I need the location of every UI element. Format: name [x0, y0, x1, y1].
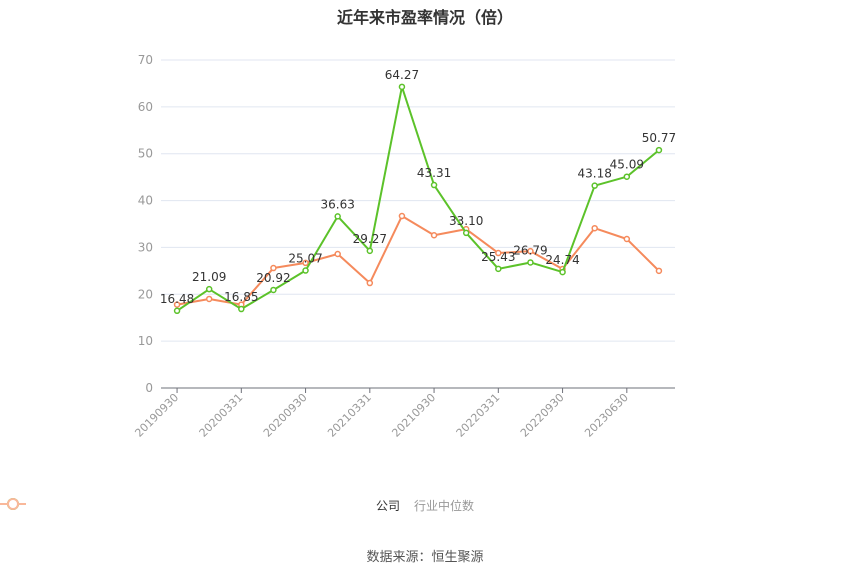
y-tick-label: 40	[138, 194, 153, 208]
data-label: 43.31	[417, 166, 451, 180]
data-point[interactable]	[302, 267, 309, 274]
x-tick-label: 20190930	[132, 391, 181, 440]
data-point[interactable]	[173, 307, 181, 315]
data-label: 20.92	[256, 271, 290, 285]
y-tick-label: 20	[138, 287, 153, 301]
y-tick-label: 30	[138, 240, 153, 254]
data-point[interactable]	[527, 259, 534, 266]
x-tick-label: 20220331	[454, 391, 503, 440]
legend-item-industry[interactable]: 行业中位数	[0, 497, 475, 514]
data-point[interactable]	[205, 285, 213, 293]
data-point[interactable]	[430, 181, 438, 189]
industry-line	[176, 215, 660, 306]
data-point[interactable]	[655, 146, 663, 154]
data-point[interactable]	[623, 173, 631, 180]
data-point[interactable]	[591, 182, 598, 189]
x-tick-label: 20200331	[197, 391, 246, 440]
data-label: 29.27	[353, 232, 387, 246]
data-label: 43.18	[578, 167, 612, 181]
x-tick-label: 20230630	[582, 391, 631, 440]
data-label: 16.48	[160, 292, 194, 306]
legend-item-company[interactable]: 公司	[0, 497, 400, 514]
data-point[interactable]	[527, 247, 534, 255]
data-label: 33.10	[449, 214, 483, 228]
y-tick-label: 70	[138, 53, 153, 67]
data-point[interactable]	[270, 286, 277, 294]
data-label: 50.77	[642, 131, 676, 145]
legend: 公司 行业中位数	[0, 497, 850, 514]
data-point[interactable]	[302, 259, 309, 267]
data-label: 45.09	[610, 158, 644, 172]
data-point[interactable]	[655, 267, 663, 275]
x-tick-label: 20220930	[518, 391, 567, 440]
company-line	[176, 85, 660, 312]
x-tick-label: 20210331	[325, 391, 374, 440]
data-label: 24.74	[545, 253, 579, 267]
data-point[interactable]	[398, 83, 406, 91]
data-label: 36.63	[321, 197, 355, 211]
y-tick-label: 50	[138, 147, 153, 161]
data-point[interactable]	[495, 265, 502, 273]
data-point[interactable]	[238, 305, 245, 313]
data-point[interactable]	[623, 235, 631, 243]
data-source: 数据来源：恒生聚源	[366, 550, 484, 565]
data-point[interactable]	[205, 295, 213, 303]
data-point[interactable]	[334, 213, 341, 220]
y-tick-label: 0	[145, 381, 153, 395]
data-label: 25.07	[288, 252, 322, 266]
data-point[interactable]	[270, 264, 277, 272]
y-tick-label: 60	[138, 100, 153, 114]
data-label: 16.85	[224, 290, 258, 304]
data-point[interactable]	[173, 301, 181, 308]
data-point[interactable]	[334, 250, 341, 258]
x-tick-label: 20210930	[389, 391, 438, 440]
data-point[interactable]	[495, 249, 502, 257]
chart-title: 近年来市盈率情况（倍）	[336, 8, 513, 27]
data-point[interactable]	[591, 224, 598, 232]
line-chart: 0 10 20 30 40 50 60 70 20190930 20200331 20200930 2…	[132, 53, 676, 440]
y-tick-label: 10	[138, 334, 153, 348]
legend-label-company: 公司	[375, 499, 400, 513]
data-label: 26.79	[513, 243, 547, 257]
data-point[interactable]	[462, 229, 470, 237]
x-tick-label: 20200930	[261, 391, 310, 440]
data-point[interactable]	[430, 231, 438, 239]
data-point[interactable]	[366, 279, 374, 287]
legend-label-industry: 行业中位数	[414, 499, 475, 513]
data-label: 64.27	[385, 68, 419, 82]
data-point[interactable]	[398, 212, 406, 220]
data-point[interactable]	[366, 247, 374, 255]
legend-industry-icon	[0, 498, 26, 510]
data-label: 25.43	[481, 250, 515, 264]
data-point[interactable]	[559, 268, 566, 276]
data-label: 21.09	[192, 270, 226, 284]
